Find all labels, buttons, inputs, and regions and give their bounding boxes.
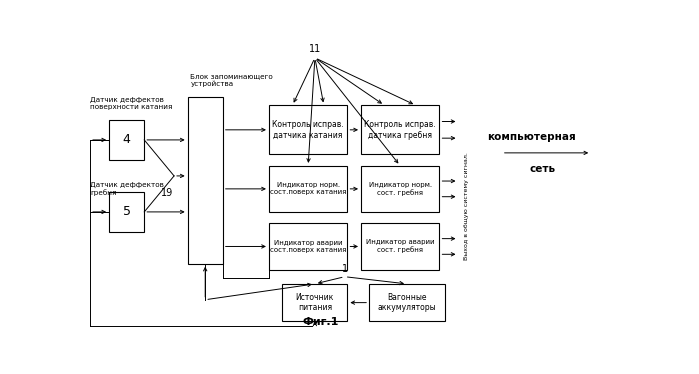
Text: Контроль исправ.
датчика катания: Контроль исправ. датчика катания	[273, 120, 344, 140]
Text: 4: 4	[123, 134, 131, 146]
Text: Источник
питания: Источник питания	[296, 293, 334, 312]
Text: Индикатор аварии
сост. гребня: Индикатор аварии сост. гребня	[366, 239, 435, 254]
Bar	[361, 166, 440, 212]
Text: сеть: сеть	[529, 164, 556, 174]
Bar	[269, 223, 347, 270]
Text: Индикатор норм.
сост.поверх катания: Индикатор норм. сост.поверх катания	[270, 183, 346, 195]
Bar	[361, 105, 440, 154]
Text: Фиг.1: Фиг.1	[302, 317, 338, 327]
Text: компьютерная: компьютерная	[487, 132, 576, 142]
Bar	[187, 97, 223, 264]
Text: Датчик деффектов
гребня: Датчик деффектов гребня	[90, 182, 164, 196]
Text: 11: 11	[309, 43, 321, 53]
Text: Блок запоминающего
устройства: Блок запоминающего устройства	[190, 73, 273, 87]
Text: Датчик деффектов
поверхности катания: Датчик деффектов поверхности катания	[90, 97, 173, 110]
Bar	[269, 166, 347, 212]
Bar	[269, 105, 347, 154]
Bar	[109, 192, 144, 232]
Bar	[282, 284, 347, 321]
Text: 1: 1	[342, 264, 348, 274]
Text: 19: 19	[161, 188, 173, 198]
Bar	[369, 284, 445, 321]
Text: 5: 5	[122, 205, 131, 218]
Text: Выход в общую систему сигнал.: Выход в общую систему сигнал.	[464, 152, 469, 260]
Text: Вагонные
аккумуляторы: Вагонные аккумуляторы	[377, 293, 436, 312]
Bar	[109, 120, 144, 160]
Text: Индикатор аварии
сост.поверх катания: Индикатор аварии сост.поверх катания	[270, 240, 346, 253]
Text: Контроль исправ.
датчика гребня: Контроль исправ. датчика гребня	[364, 120, 436, 140]
Text: Индикатор норм.
сост. гребня: Индикатор норм. сост. гребня	[368, 182, 432, 196]
Bar	[361, 223, 440, 270]
